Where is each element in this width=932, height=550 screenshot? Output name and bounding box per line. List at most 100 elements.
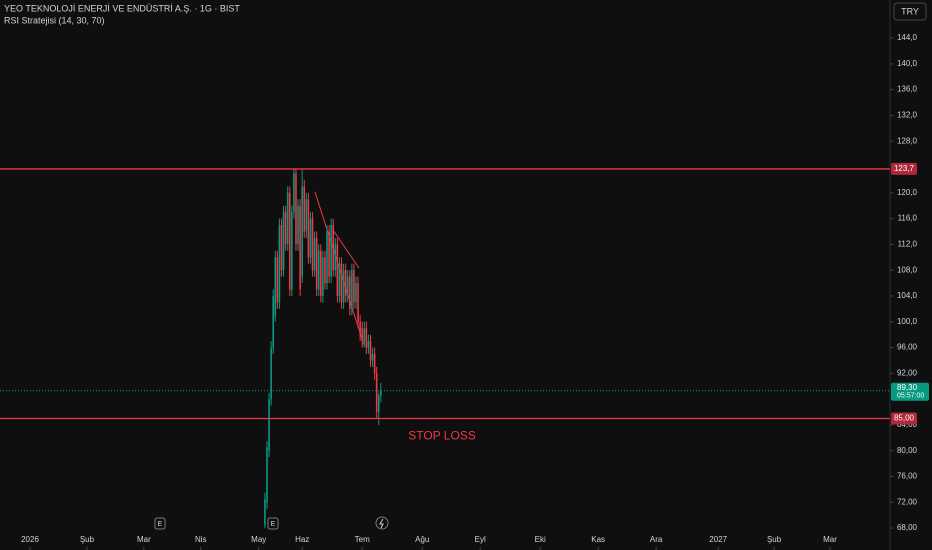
y-tick-label: 104,0 <box>897 291 918 300</box>
y-tick-label: 128,0 <box>897 136 918 145</box>
candle <box>305 192 308 238</box>
candle <box>276 250 279 309</box>
x-tick-label: May <box>251 535 266 544</box>
candle-body <box>330 225 332 277</box>
candle <box>288 186 291 296</box>
price-label-bg <box>891 162 917 175</box>
candle <box>299 199 301 296</box>
candle <box>303 179 306 238</box>
y-tick-label: 92,00 <box>897 368 918 377</box>
candle-body <box>270 347 272 400</box>
y-tick-label: 140,0 <box>897 59 918 68</box>
x-tick-label: Haz <box>295 535 309 544</box>
price-label-bg <box>891 412 917 425</box>
candle <box>322 250 324 303</box>
candle <box>373 347 376 380</box>
candle <box>272 289 275 354</box>
candle <box>297 199 299 251</box>
candle <box>315 231 318 296</box>
candle-body <box>363 328 366 342</box>
x-tick-label: Kas <box>591 535 605 544</box>
y-tick-label: 84,00 <box>897 420 918 429</box>
trend-line <box>332 229 360 269</box>
candle-body <box>299 205 301 290</box>
candle <box>326 225 328 290</box>
candle-body <box>346 276 349 296</box>
x-tick-label: Nis <box>195 535 207 544</box>
y-tick-label: 116,0 <box>898 214 918 223</box>
candle-body <box>317 250 320 290</box>
candle-body <box>373 353 376 374</box>
candle-body <box>307 199 310 258</box>
candle <box>355 276 357 309</box>
last-price-bg <box>891 382 929 401</box>
countdown: 05:57:00 <box>897 393 924 400</box>
candle <box>351 263 353 316</box>
event-marker[interactable]: E <box>267 517 279 530</box>
candle <box>344 263 347 303</box>
y-tick-label: 112,0 <box>898 239 918 248</box>
candle <box>293 168 295 219</box>
candle-body <box>266 447 268 503</box>
x-tick-label: Ara <box>650 535 663 544</box>
y-tick-label: 80,00 <box>897 446 918 455</box>
candle <box>307 192 310 264</box>
candle <box>324 250 326 290</box>
candle <box>342 263 345 309</box>
y-tick-label: 108,0 <box>897 265 918 274</box>
y-tick-label: 144,0 <box>897 33 918 42</box>
candle-body <box>274 257 277 316</box>
currency-label[interactable]: TRY <box>901 6 919 16</box>
svg-text:E: E <box>271 521 276 528</box>
candle <box>346 270 349 303</box>
candle-body <box>313 237 316 271</box>
candle <box>328 225 330 284</box>
chart-subtitle: RSI Stratejisi (14, 30, 70) <box>4 15 105 25</box>
candle-body <box>305 199 308 232</box>
candle <box>348 270 351 316</box>
x-tick-label: Eyl <box>475 535 486 544</box>
candle <box>359 315 361 342</box>
candle-body <box>377 395 380 413</box>
candle <box>309 212 312 264</box>
candle-body <box>369 341 372 361</box>
candle-body <box>295 173 297 245</box>
candle-body <box>264 499 266 525</box>
candle-body <box>280 225 283 271</box>
currency-button[interactable] <box>893 2 927 21</box>
candle <box>291 205 293 296</box>
y-tick-label: 100,0 <box>897 317 918 326</box>
candle-body <box>336 244 339 296</box>
price-label: 85,00 <box>894 414 915 423</box>
candle <box>353 263 355 309</box>
candle-body <box>340 263 343 303</box>
candle-body <box>309 218 312 258</box>
y-tick-label: 136,0 <box>897 85 918 94</box>
candle-body <box>359 321 361 335</box>
candle-body <box>286 192 289 245</box>
candle-body <box>361 328 364 342</box>
candle <box>380 383 382 403</box>
candle <box>334 237 337 277</box>
dividend-marker[interactable] <box>375 516 389 530</box>
candle <box>317 244 320 296</box>
candle-body <box>355 283 357 303</box>
candle-body <box>357 283 359 322</box>
candle-body <box>332 225 335 271</box>
candle-body <box>334 244 337 271</box>
last-price-label: 89,30 <box>897 383 918 392</box>
x-tick-label: 2027 <box>709 535 727 544</box>
candle <box>274 250 277 322</box>
candle <box>363 321 366 348</box>
candle <box>284 205 287 251</box>
candle <box>365 321 368 354</box>
candle <box>301 168 303 284</box>
candle <box>268 392 270 458</box>
candle <box>371 347 374 367</box>
candle-body <box>315 237 318 290</box>
y-tick-label: 120,0 <box>897 188 918 197</box>
y-tick-label: 96,00 <box>897 343 918 352</box>
event-marker[interactable]: E <box>154 517 166 530</box>
candle <box>375 366 378 419</box>
